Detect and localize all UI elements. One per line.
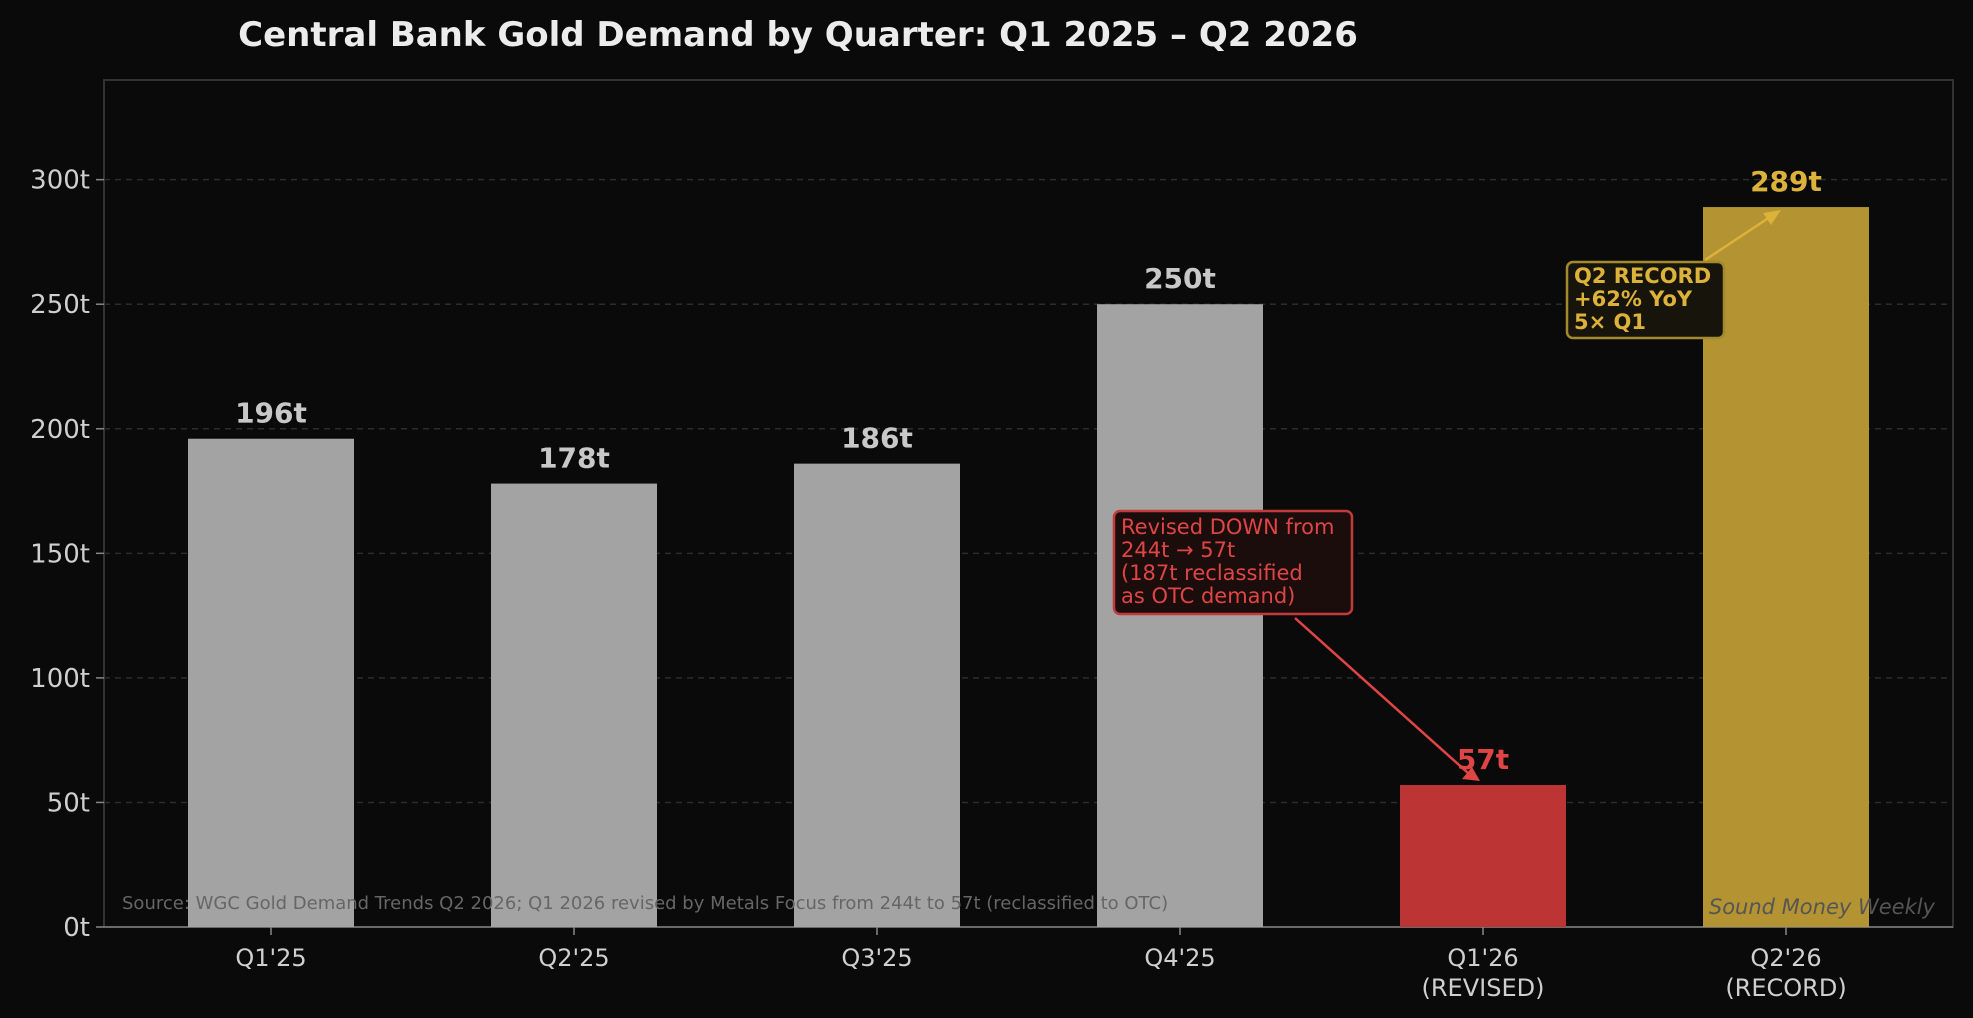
bar — [491, 483, 657, 927]
x-tick-label: Q2'25 — [538, 944, 609, 972]
bar — [794, 463, 960, 927]
annotation-line: 5× Q1 — [1574, 310, 1646, 334]
y-tick-label: 0t — [63, 913, 90, 943]
bar-value-label: 289t — [1750, 165, 1822, 198]
annotation-line: as OTC demand) — [1121, 584, 1295, 608]
chart-title: Central Bank Gold Demand by Quarter: Q1 … — [238, 15, 1358, 55]
annotation-line: 244t → 57t — [1121, 538, 1235, 562]
revision-arrow-line — [1294, 617, 1469, 774]
bars — [188, 207, 1869, 928]
x-tick-label: Q4'25 — [1144, 944, 1215, 972]
revision-annotation-text: Revised DOWN from 244t → 57t (187t reclass… — [1121, 515, 1334, 608]
annotation-line: +62% YoY — [1574, 287, 1693, 311]
y-tick-label: 300t — [30, 166, 90, 196]
x-tick-label: (REVISED) — [1422, 974, 1545, 1002]
x-tick-label: Q1'25 — [235, 944, 306, 972]
revision-arrow-head — [1462, 767, 1480, 781]
x-tick-label: (RECORD) — [1725, 974, 1846, 1002]
bar — [188, 438, 354, 927]
x-tick-label: Q1'26 — [1447, 944, 1518, 972]
bar — [1703, 207, 1869, 928]
x-axis-ticks: Q1'25 Q2'25 Q3'25 Q4'25 Q1'26(REVISED) Q2'26(… — [235, 927, 1847, 1002]
revision-annotation: Revised DOWN from 244t → 57t (187t reclass… — [1112, 509, 1480, 781]
watermark: Sound Money Weekly — [1709, 895, 1936, 919]
record-annotation: Q2 RECORD +62% YoY 5× Q1 — [1565, 210, 1781, 340]
annotation-line: Revised DOWN from — [1121, 515, 1334, 539]
revision-annotation-box — [1112, 509, 1354, 616]
bar-value-label: 186t — [841, 422, 913, 455]
source-note: Source: WGC Gold Demand Trends Q2 2026; … — [122, 893, 1168, 914]
bar — [1097, 304, 1263, 927]
y-tick-label: 250t — [30, 290, 90, 320]
annotation-line: (187t reclassified — [1121, 561, 1303, 585]
bar — [1400, 785, 1566, 927]
record-annotation-box — [1565, 260, 1726, 340]
y-tick-label: 100t — [30, 664, 90, 694]
x-tick-label: Q2'26 — [1750, 944, 1821, 972]
y-tick-label: 200t — [30, 415, 90, 445]
record-annotation-text: Q2 RECORD +62% YoY 5× Q1 — [1574, 264, 1711, 334]
annotation-line: Q2 RECORD — [1574, 264, 1711, 288]
record-arrow-line — [1704, 215, 1771, 262]
bar-value-label: 178t — [538, 442, 610, 475]
bar-value-label: 196t — [235, 397, 307, 430]
y-tick-label: 50t — [47, 788, 90, 818]
y-axis-ticks: 0t 50t 100t 150t 200t 250t 300t — [30, 166, 104, 943]
record-arrow-head — [1763, 210, 1781, 225]
y-tick-label: 150t — [30, 539, 90, 569]
bar-value-label: 250t — [1144, 262, 1216, 295]
x-tick-label: Q3'25 — [841, 944, 912, 972]
gridlines — [104, 178, 1953, 928]
